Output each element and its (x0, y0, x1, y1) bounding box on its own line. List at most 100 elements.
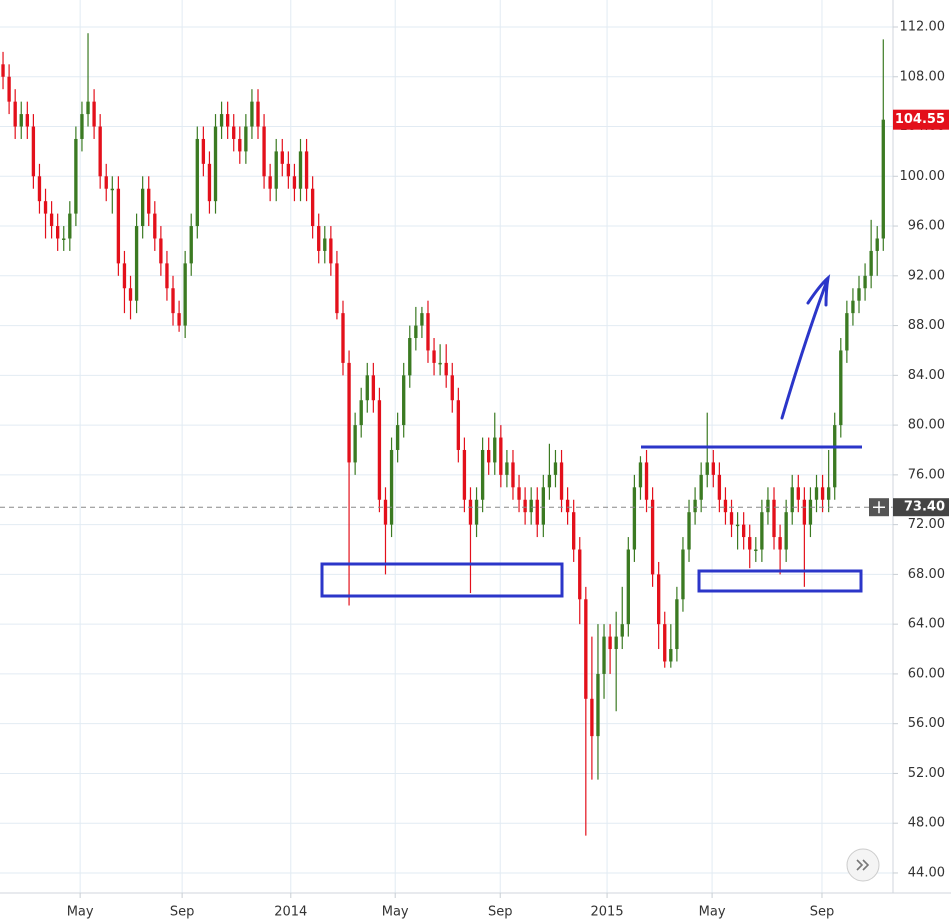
candle-body (863, 275, 867, 289)
candle-body (92, 101, 96, 127)
candle-body (754, 549, 758, 552)
candle-body (19, 114, 23, 127)
candle-body (705, 462, 709, 475)
candle-body (717, 474, 722, 500)
y-tick-label: 88.00 (908, 318, 945, 333)
candle-body (256, 101, 260, 127)
x-tick-label: May (699, 905, 726, 920)
candle-body (796, 487, 800, 500)
candle-body (304, 151, 309, 189)
support-box (697, 569, 863, 593)
candle-body (505, 462, 509, 475)
candle-body (371, 375, 376, 401)
candle-body (875, 238, 879, 251)
candle-body (584, 599, 588, 699)
x-tick-label: Sep (488, 905, 513, 920)
candle-body (826, 487, 831, 500)
candle-body (432, 350, 436, 363)
candle-body (808, 499, 813, 525)
candle-body (845, 313, 849, 351)
candle-body (420, 313, 424, 326)
candle-body (292, 176, 297, 189)
candle-body (444, 362, 448, 376)
candle-body (244, 126, 248, 152)
candle-body (790, 487, 794, 513)
candle-body (383, 499, 388, 525)
candle-body (280, 151, 284, 164)
scroll-button[interactable] (846, 848, 880, 882)
candle-body (74, 138, 78, 214)
y-tick-label: 44.00 (908, 865, 945, 880)
candle-body (468, 499, 473, 525)
candle-body (274, 151, 278, 189)
candle-body (535, 499, 539, 525)
y-tick-label: 68.00 (908, 567, 945, 582)
candle-body (723, 499, 728, 513)
x-tick-label: May (382, 905, 409, 920)
candle-body (559, 462, 564, 500)
candle-body (128, 288, 133, 301)
candle-body (487, 449, 491, 463)
candle-body (735, 524, 740, 527)
candle-body (207, 163, 212, 202)
x-tick-label: May (67, 905, 94, 920)
candle-body (232, 126, 236, 139)
candle-body (517, 487, 521, 500)
candle-body (772, 499, 776, 538)
candle-body (814, 487, 819, 500)
candle-body (657, 574, 661, 625)
candle-body (851, 300, 855, 314)
candle-body (56, 226, 60, 239)
candle-body (147, 188, 151, 214)
candle-body (49, 213, 54, 227)
candle-body (857, 288, 861, 301)
candle-body (802, 499, 807, 525)
candles (0, 33, 893, 836)
candle-body (31, 126, 36, 177)
candle-body (511, 462, 515, 488)
candle-body (833, 425, 837, 488)
candle-body (7, 76, 11, 102)
crosshair-plus (873, 501, 885, 514)
candle-body (578, 549, 582, 600)
candle-body (165, 263, 169, 289)
candle-body (839, 350, 843, 426)
candle-body (268, 176, 272, 189)
candle-body (590, 698, 594, 737)
candle-body (353, 425, 357, 463)
candle-body (638, 462, 643, 488)
candle-body (317, 226, 321, 251)
candle-body (219, 114, 224, 127)
candle-body (766, 499, 770, 513)
candle-body (620, 624, 624, 637)
y-tick-label: 64.00 (908, 617, 945, 632)
candle-body (377, 400, 382, 500)
y-tick-label: 96.00 (908, 219, 945, 234)
candle-body (262, 126, 266, 177)
candle-body (195, 138, 199, 227)
candle-body (820, 487, 825, 500)
y-tick-label: 52.00 (908, 766, 945, 781)
candle-body (329, 238, 333, 264)
candle-body (572, 512, 576, 550)
candle-body (13, 101, 17, 127)
y-tick-label: 108.00 (900, 69, 946, 84)
candle-body (650, 499, 655, 575)
candle-body (614, 636, 618, 650)
x-tick-label: Sep (170, 905, 195, 920)
candle-body (644, 462, 649, 500)
candle-body (493, 437, 497, 463)
candle-body (729, 512, 734, 525)
candle-body (140, 188, 145, 227)
candle-body (675, 599, 679, 650)
y-tick-label: 112.00 (900, 19, 946, 34)
candle-body (499, 437, 503, 475)
candle-body (183, 263, 187, 326)
candle-body (523, 499, 527, 513)
candle-body (213, 126, 218, 202)
y-tick-label: 92.00 (908, 268, 945, 283)
candle-body (547, 474, 552, 488)
candle-body (62, 238, 66, 240)
